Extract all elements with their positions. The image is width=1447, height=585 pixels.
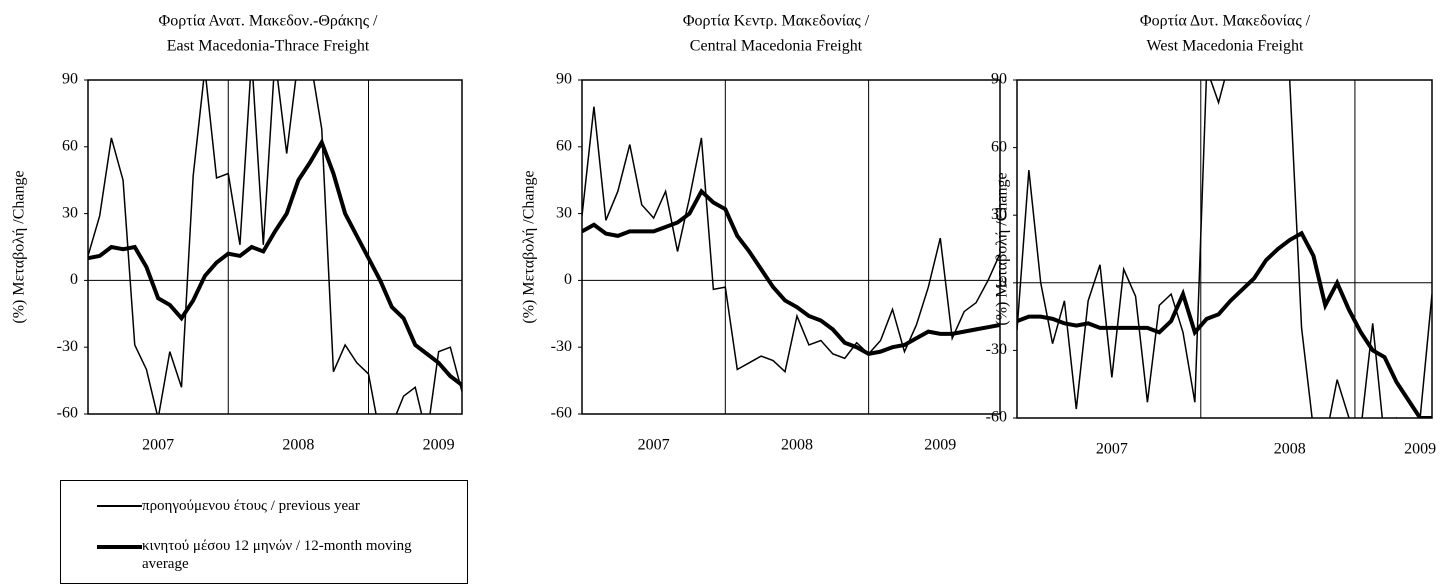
x-tick-label: 2007 (142, 437, 174, 454)
y-tick-label: 60 (62, 137, 78, 154)
chart-title: Central Macedonia Freight (690, 38, 863, 55)
y-tick-label: 30 (556, 204, 572, 221)
series-line (88, 80, 462, 414)
legend-label: προηγούμενου έτους / previous year (142, 498, 360, 514)
y-tick-label: -30 (551, 338, 572, 355)
y-axis-label: (%) Μεταβολή /Change (994, 172, 1011, 325)
y-tick-label: 0 (70, 271, 78, 288)
series-line (1017, 230, 1432, 418)
y-tick-label: 0 (999, 273, 1007, 290)
y-tick-label: 30 (62, 204, 78, 221)
y-tick-label: -60 (986, 409, 1007, 426)
x-tick-label: 2009 (423, 437, 455, 454)
legend-item: προηγούμενου έτους / previous year (97, 497, 442, 515)
y-tick-label: 60 (556, 137, 572, 154)
chart-title: Φορτία Κεντρ. Μακεδονίας / (683, 13, 870, 30)
series-line (582, 106, 1000, 374)
legend-item: κινητού μέσου 12 μηνών / 12-month moving… (97, 537, 442, 573)
x-tick-label: 2008 (282, 437, 314, 454)
y-tick-label: 60 (991, 138, 1007, 155)
y-tick-label: 90 (556, 71, 572, 88)
chart-title: Φορτία Δυτ. Μακεδονίας / (1140, 13, 1311, 30)
legend-label: κινητού μέσου 12 μηνών / 12-month moving… (142, 538, 412, 572)
x-tick-label: 2008 (781, 437, 813, 454)
y-tick-label: -30 (986, 341, 1007, 358)
plot-frame (87, 79, 463, 415)
x-tick-label: 2007 (638, 437, 670, 454)
legend: προηγούμενου έτους / previous year κινητ… (60, 480, 468, 584)
y-tick-label: -30 (57, 338, 78, 355)
x-tick-label: 2009 (1404, 441, 1436, 458)
y-axis-label: (%) Μεταβολή /Change (11, 170, 28, 323)
x-tick-label: 2008 (1274, 441, 1306, 458)
legend-swatch (97, 505, 142, 507)
series-line (88, 137, 462, 387)
series-line (582, 188, 1000, 356)
y-tick-label: -60 (551, 405, 572, 422)
plot-frame (1016, 79, 1433, 419)
y-tick-label: 0 (564, 271, 572, 288)
chart-title: Φορτία Ανατ. Μακεδον.-Θράκης / (159, 13, 379, 30)
legend-swatch (97, 545, 142, 549)
y-tick-label: 90 (991, 71, 1007, 88)
series-line (1017, 80, 1432, 418)
y-tick-label: 90 (62, 71, 78, 88)
x-tick-label: 2009 (924, 437, 956, 454)
chart-title: West Macedonia Freight (1147, 38, 1304, 55)
y-axis-label: (%) Μεταβολή /Change (521, 170, 538, 323)
y-tick-label: 30 (991, 206, 1007, 223)
chart-title: East Macedonia-Thrace Freight (167, 38, 370, 55)
y-tick-label: -60 (57, 405, 78, 422)
x-tick-label: 2007 (1096, 441, 1128, 458)
plot-frame (581, 79, 1001, 415)
